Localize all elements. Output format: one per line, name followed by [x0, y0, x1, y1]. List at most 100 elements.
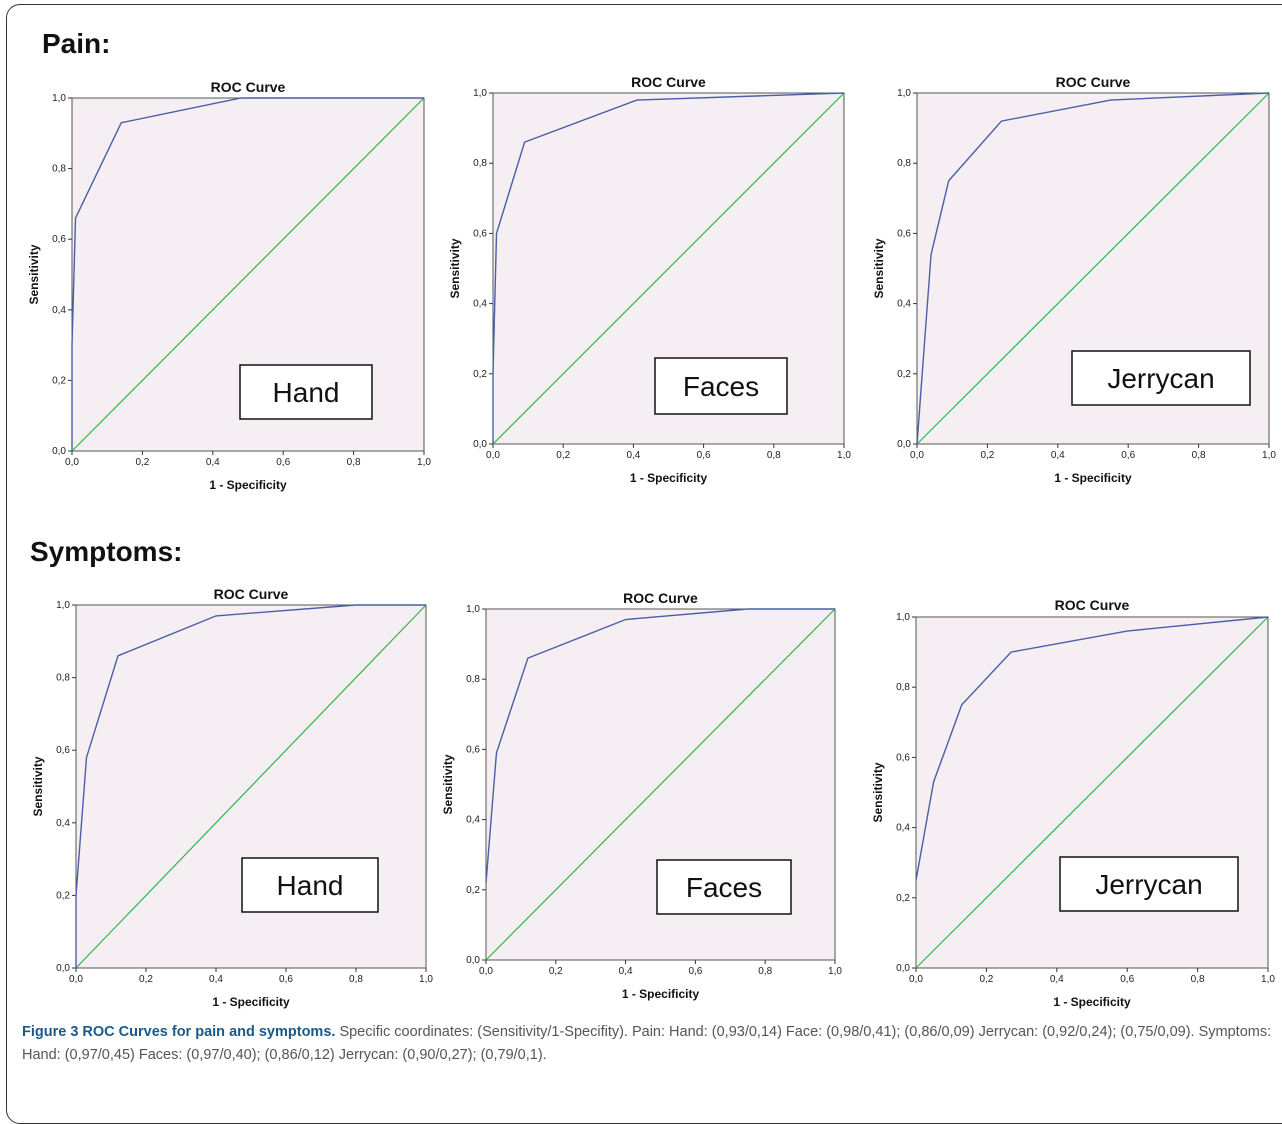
roc-chart-hand: ROC Curve 0,00,0 0,2 0,2 0,4 0,4 0,6 0,6 0,8 0,8 1…	[27, 79, 431, 492]
y-tick-label: 1,0	[896, 612, 910, 623]
chart-title: ROC Curve	[1056, 74, 1131, 90]
y-tick-label: 0,0	[52, 446, 66, 457]
y-tick-label: 1,0	[466, 604, 480, 615]
chart-title: ROC Curve	[1055, 597, 1130, 613]
instrument-label-box	[1059, 856, 1239, 912]
roc-curve	[71, 97, 424, 451]
roc-curve	[915, 616, 1269, 881]
chart-title: ROC Curve	[211, 79, 286, 95]
x-tick-label: 0,6	[1120, 974, 1134, 985]
x-axis-label: 1 - Specificity	[1054, 471, 1132, 485]
chart-title: ROC Curve	[623, 590, 698, 606]
x-tick-label: 1,0	[828, 966, 842, 977]
x-axis-label: 1 - Specificity	[1053, 995, 1131, 1009]
y-tick-label: 0,2	[896, 893, 910, 904]
y-axis-label: Sensitivity	[441, 754, 455, 814]
y-axis-label: Sensitivity	[31, 756, 45, 816]
x-tick-label: 0,4	[1051, 450, 1065, 461]
x-tick-label: 0,2	[549, 966, 563, 977]
y-axis-label: Sensitivity	[871, 762, 885, 822]
caption-text: Specific coordinates: (Sensitivity/1-Spe…	[22, 1024, 1272, 1063]
x-tick-label: 0,2	[139, 974, 153, 985]
y-tick-label: 0,8	[473, 158, 487, 169]
instrument-label: Faces	[683, 371, 759, 402]
y-tick-label: 0,2	[52, 375, 66, 386]
reference-line	[915, 616, 1269, 969]
x-tick-label: 0,4	[626, 450, 640, 461]
y-tick-label: 0,8	[466, 674, 480, 685]
y-tick-label: 0,8	[897, 158, 911, 169]
y-tick-label: 0,6	[896, 752, 910, 763]
instrument-label-box	[241, 857, 379, 913]
roc-chart-hand: ROC Curve 0,00,0 0,2 0,2 0,4 0,4 0,6 0,6 0,8 0,8 1…	[31, 586, 433, 1009]
x-tick-label: 0,6	[1121, 450, 1135, 461]
y-tick-label: 1,0	[897, 88, 911, 99]
y-tick-label: 0,0	[56, 963, 70, 974]
x-tick-label: 1,0	[1261, 974, 1275, 985]
y-tick-label: 0,2	[897, 369, 911, 380]
roc-chart-jerrycan: ROC Curve 0,00,0 0,2 0,2 0,4 0,4 0,6 0,6 0,8 0,8 1…	[872, 74, 1276, 485]
y-tick-label: 0,4	[466, 815, 480, 826]
caption-bold: Figure 3 ROC Curves for pain and symptom…	[22, 1024, 336, 1040]
instrument-label: Hand	[277, 870, 344, 901]
y-tick-label: 1,0	[473, 88, 487, 99]
y-tick-label: 0,4	[56, 818, 70, 829]
x-tick-label: 0,6	[279, 974, 293, 985]
x-tick-label: 1,0	[837, 450, 851, 461]
y-tick-label: 0,0	[896, 963, 910, 974]
y-tick-label: 1,0	[56, 600, 70, 611]
x-tick-label: 0,0	[486, 450, 500, 461]
reference-line	[71, 97, 425, 452]
x-tick-label: 0,0	[910, 450, 924, 461]
x-tick-label: 0,2	[979, 974, 993, 985]
y-tick-label: 0,6	[56, 745, 70, 756]
x-axis-label: 1 - Specificity	[622, 987, 700, 1001]
y-tick-label: 0,6	[473, 228, 487, 239]
y-tick-label: 0,0	[897, 439, 911, 450]
instrument-label-box	[656, 859, 792, 915]
y-tick-label: 0,8	[896, 682, 910, 693]
roc-chart-faces: ROC Curve 0,00,0 0,2 0,2 0,4 0,4 0,6 0,6 0,8 0,8 1…	[441, 590, 842, 1001]
reference-line	[916, 92, 1270, 445]
x-axis-label: 1 - Specificity	[212, 995, 290, 1009]
roc-curve	[916, 92, 1270, 445]
instrument-label: Faces	[686, 872, 762, 903]
x-axis-label: 1 - Specificity	[209, 478, 287, 492]
x-tick-label: 0,4	[619, 966, 633, 977]
x-tick-label: 0,2	[135, 457, 149, 468]
figure-caption: Figure 3 ROC Curves for pain and symptom…	[22, 1021, 1280, 1067]
x-tick-label: 0,4	[209, 974, 223, 985]
x-tick-label: 0,0	[69, 974, 83, 985]
x-tick-label: 1,0	[417, 457, 431, 468]
y-tick-label: 0,4	[896, 823, 910, 834]
x-tick-label: 0,6	[697, 450, 711, 461]
y-tick-label: 0,0	[466, 955, 480, 966]
x-tick-label: 0,8	[767, 450, 781, 461]
y-tick-label: 0,6	[52, 234, 66, 245]
instrument-label-box	[1071, 350, 1251, 406]
x-tick-label: 0,0	[65, 457, 79, 468]
x-tick-label: 1,0	[1262, 450, 1276, 461]
y-tick-label: 0,4	[897, 299, 911, 310]
instrument-label: Hand	[273, 377, 340, 408]
instrument-label-box	[239, 364, 373, 420]
x-tick-label: 0,8	[347, 457, 361, 468]
roc-chart-jerrycan: ROC Curve 0,00,0 0,2 0,2 0,4 0,4 0,6 0,6 0,8 0,8 1…	[871, 597, 1275, 1009]
x-tick-label: 0,4	[1050, 974, 1064, 985]
reference-line	[492, 92, 845, 445]
instrument-label: Jerrycan	[1095, 869, 1202, 900]
x-tick-label: 0,0	[479, 966, 493, 977]
y-axis-label: Sensitivity	[872, 238, 886, 298]
y-tick-label: 1,0	[52, 93, 66, 104]
pain-section-title: Pain:	[42, 28, 111, 59]
y-tick-label: 0,2	[56, 890, 70, 901]
x-axis-label: 1 - Specificity	[630, 471, 708, 485]
x-tick-label: 0,6	[688, 966, 702, 977]
x-tick-label: 0,4	[206, 457, 220, 468]
y-axis-label: Sensitivity	[448, 238, 462, 298]
y-tick-label: 0,8	[56, 673, 70, 684]
x-tick-label: 0,2	[980, 450, 994, 461]
x-tick-label: 0,0	[909, 974, 923, 985]
y-axis-label: Sensitivity	[27, 244, 41, 304]
x-tick-label: 1,0	[419, 974, 433, 985]
